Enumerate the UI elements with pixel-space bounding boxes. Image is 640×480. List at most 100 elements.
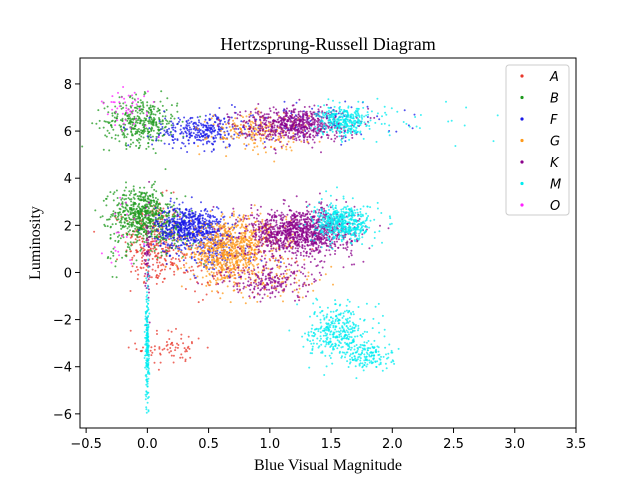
point-K xyxy=(334,253,336,255)
point-G xyxy=(226,259,229,262)
point-A xyxy=(159,353,162,356)
point-K xyxy=(220,240,223,242)
series-B xyxy=(81,90,213,279)
point-F xyxy=(192,234,195,237)
point-B xyxy=(131,97,134,100)
point-F xyxy=(158,214,160,217)
point-K xyxy=(270,243,273,246)
point-F xyxy=(191,224,194,227)
point-F xyxy=(216,131,219,133)
point-K xyxy=(310,250,313,253)
point-G xyxy=(251,272,253,275)
point-B xyxy=(109,215,112,218)
point-K xyxy=(273,211,276,214)
point-F xyxy=(194,211,197,213)
point-K xyxy=(274,236,277,239)
point-B xyxy=(143,241,146,243)
point-K xyxy=(258,250,261,253)
point-G xyxy=(232,241,234,244)
point-A xyxy=(155,329,158,332)
point-F xyxy=(311,107,314,110)
point-K xyxy=(297,234,300,236)
point-G xyxy=(190,244,193,247)
point-B xyxy=(130,221,133,224)
point-B xyxy=(191,209,193,212)
point-K xyxy=(345,248,348,251)
point-F xyxy=(200,232,203,235)
point-G xyxy=(241,245,244,248)
point-G xyxy=(287,140,290,143)
point-G xyxy=(239,235,242,238)
point-K xyxy=(336,235,339,238)
point-K xyxy=(264,222,267,225)
point-B xyxy=(166,220,169,223)
point-F xyxy=(199,215,202,218)
point-G xyxy=(249,138,252,140)
point-F xyxy=(184,211,187,214)
point-K xyxy=(305,221,308,223)
point-G xyxy=(221,213,224,215)
point-K xyxy=(228,228,231,230)
point-F xyxy=(223,215,226,218)
point-B xyxy=(144,198,147,201)
point-F xyxy=(191,211,194,214)
point-G xyxy=(210,244,213,247)
point-F xyxy=(181,228,184,231)
point-B xyxy=(130,200,133,203)
point-K xyxy=(229,239,232,242)
point-K xyxy=(270,247,273,250)
point-A xyxy=(311,248,314,251)
point-B xyxy=(127,197,130,200)
point-A xyxy=(153,361,156,364)
point-F xyxy=(229,144,231,147)
point-K xyxy=(264,238,267,241)
point-B xyxy=(107,111,110,114)
point-F xyxy=(187,216,190,219)
point-F xyxy=(182,238,185,241)
point-G xyxy=(212,248,215,251)
point-A xyxy=(172,249,175,251)
point-F xyxy=(191,251,194,254)
point-K xyxy=(299,254,302,257)
point-A xyxy=(156,259,159,261)
point-B xyxy=(104,134,107,137)
point-F xyxy=(190,134,193,137)
point-F xyxy=(190,222,193,225)
point-F xyxy=(163,243,166,245)
point-K xyxy=(243,252,246,255)
point-F xyxy=(350,106,353,109)
point-B xyxy=(133,193,136,196)
point-B xyxy=(150,235,153,238)
point-B xyxy=(133,224,136,227)
point-K xyxy=(257,248,260,251)
point-G xyxy=(251,263,254,266)
point-A xyxy=(212,277,215,280)
point-F xyxy=(186,243,188,246)
point-A xyxy=(161,281,164,283)
point-F xyxy=(182,223,185,226)
point-G xyxy=(236,133,239,136)
point-F xyxy=(176,218,179,221)
point-F xyxy=(180,224,183,227)
point-B xyxy=(133,106,136,109)
point-B xyxy=(166,120,169,123)
point-G xyxy=(215,258,218,261)
point-F xyxy=(161,222,164,225)
point-K xyxy=(302,254,305,257)
point-G xyxy=(245,257,248,260)
point-G xyxy=(239,226,242,229)
point-G xyxy=(244,238,247,241)
point-F xyxy=(171,217,174,220)
point-G xyxy=(232,251,235,254)
point-K xyxy=(259,241,262,244)
point-K xyxy=(251,252,254,255)
point-F xyxy=(186,125,189,127)
point-G xyxy=(250,135,253,138)
point-G xyxy=(198,153,201,156)
point-G xyxy=(230,249,233,252)
point-F xyxy=(191,116,194,119)
point-G xyxy=(261,218,264,221)
point-F xyxy=(189,216,192,219)
point-G xyxy=(241,251,244,254)
point-F xyxy=(170,120,173,123)
